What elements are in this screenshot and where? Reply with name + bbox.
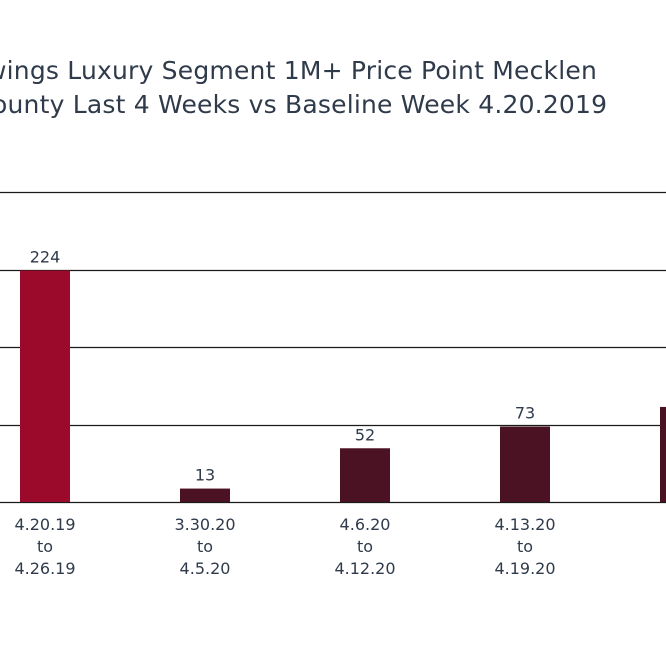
data-label-2: 52 bbox=[355, 425, 375, 444]
bar-1 bbox=[180, 488, 230, 502]
x-tick-label-1-0: 3.30.20 bbox=[174, 515, 235, 534]
x-tick-label-1-1: to bbox=[197, 537, 213, 556]
x-tick-label-2-2: 4.12.20 bbox=[334, 559, 395, 578]
data-label-3: 73 bbox=[515, 404, 535, 423]
chart-title-line-2: ounty Last 4 Weeks vs Baseline Week 4.20… bbox=[0, 90, 608, 119]
data-label-1: 13 bbox=[195, 466, 215, 485]
x-tick-label-2-0: 4.6.20 bbox=[340, 515, 391, 534]
bar-4 bbox=[660, 406, 666, 502]
x-tick-label-3-0: 4.13.20 bbox=[494, 515, 555, 534]
x-tick-label-2-1: to bbox=[357, 537, 373, 556]
x-tick-label-0-2: 4.26.19 bbox=[14, 559, 75, 578]
chart-title: wings Luxury Segment 1M+ Price Point Mec… bbox=[0, 52, 666, 132]
bar-0 bbox=[20, 270, 70, 502]
x-tick-label-3-2: 4.19.20 bbox=[494, 559, 555, 578]
data-label-0: 224 bbox=[30, 248, 61, 267]
bar-2 bbox=[340, 448, 390, 502]
chart-title-line-1: wings Luxury Segment 1M+ Price Point Mec… bbox=[0, 56, 597, 85]
x-tick-label-0-0: 4.20.19 bbox=[14, 515, 75, 534]
x-tick-label-3-1: to bbox=[517, 537, 533, 556]
bar-3 bbox=[500, 426, 550, 502]
x-tick-label-0-1: to bbox=[37, 537, 53, 556]
x-tick-label-1-2: 4.5.20 bbox=[180, 559, 231, 578]
